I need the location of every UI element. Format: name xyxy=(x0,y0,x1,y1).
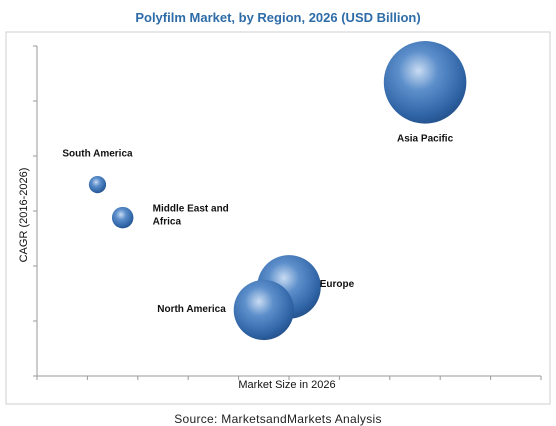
bubble-south-america xyxy=(88,176,107,194)
bubble-label-line: Middle East and xyxy=(153,204,229,215)
bubble-label-line: North America xyxy=(157,304,226,315)
x-axis-title: Market Size in 2026 xyxy=(238,379,335,391)
chart-border xyxy=(5,31,551,405)
plot-area: South America Middle East and Africa North … xyxy=(33,41,542,380)
source-note: Source: MarketsandMarkets Analysis xyxy=(174,412,382,426)
y-axis-title: CAGR (2016-2026) xyxy=(18,168,30,263)
bubble-label-europe: Europe xyxy=(320,279,355,290)
bubble-asia-pacific xyxy=(383,41,467,124)
chart-title: Polyfilm Market, by Region, 2026 (USD Bi… xyxy=(135,10,421,25)
bubble-label-line: Europe xyxy=(320,279,355,290)
bubble-label-line: South America xyxy=(62,149,133,160)
bubble-label-south-america: South America xyxy=(62,149,133,160)
bubble-label-asia-pacific: Asia Pacific xyxy=(397,133,454,144)
bubble-north-america xyxy=(233,279,294,341)
bubble-label-line: Asia Pacific xyxy=(397,133,454,144)
bubble-label-line: Africa xyxy=(153,217,182,228)
bubble-label-north-america: North America xyxy=(157,304,226,315)
bubble-middle-east-and-africa xyxy=(111,206,134,229)
bubble-label-middle-east-and-africa: Middle East and Africa xyxy=(153,204,229,228)
